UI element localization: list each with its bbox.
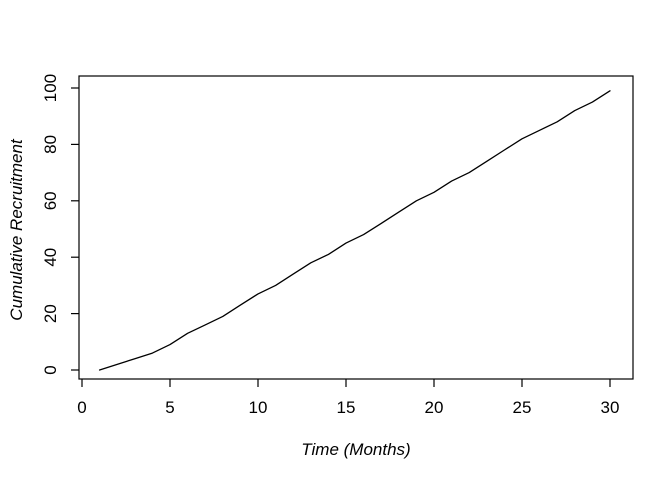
plot-border bbox=[78, 75, 634, 380]
x-axis-tick-label: 20 bbox=[425, 398, 444, 417]
series-line-cumulative-recruitment bbox=[98, 90, 611, 371]
y-axis-tick-label: 40 bbox=[41, 248, 60, 267]
x-axis-title: Time (Months) bbox=[301, 440, 410, 459]
y-axis-title: Cumulative Recruitment bbox=[7, 138, 26, 321]
x-axis-tick-label: 25 bbox=[513, 398, 532, 417]
y-axis-tick-label: 80 bbox=[41, 135, 60, 154]
x-axis-tick-label: 30 bbox=[601, 398, 620, 417]
y-axis-tick-label: 60 bbox=[41, 191, 60, 210]
y-axis-tick-label: 0 bbox=[41, 365, 60, 374]
x-axis-tick-label: 15 bbox=[337, 398, 356, 417]
y-axis-tick-label: 100 bbox=[41, 74, 60, 102]
x-axis-tick-label: 0 bbox=[77, 398, 86, 417]
x-axis-tick-label: 5 bbox=[165, 398, 174, 417]
y-axis-tick-label: 20 bbox=[41, 304, 60, 323]
x-axis-tick-label: 10 bbox=[249, 398, 268, 417]
plot-area: 0 5 10 15 20 25 30 0 20 40 60 80 100 bbox=[41, 74, 634, 417]
